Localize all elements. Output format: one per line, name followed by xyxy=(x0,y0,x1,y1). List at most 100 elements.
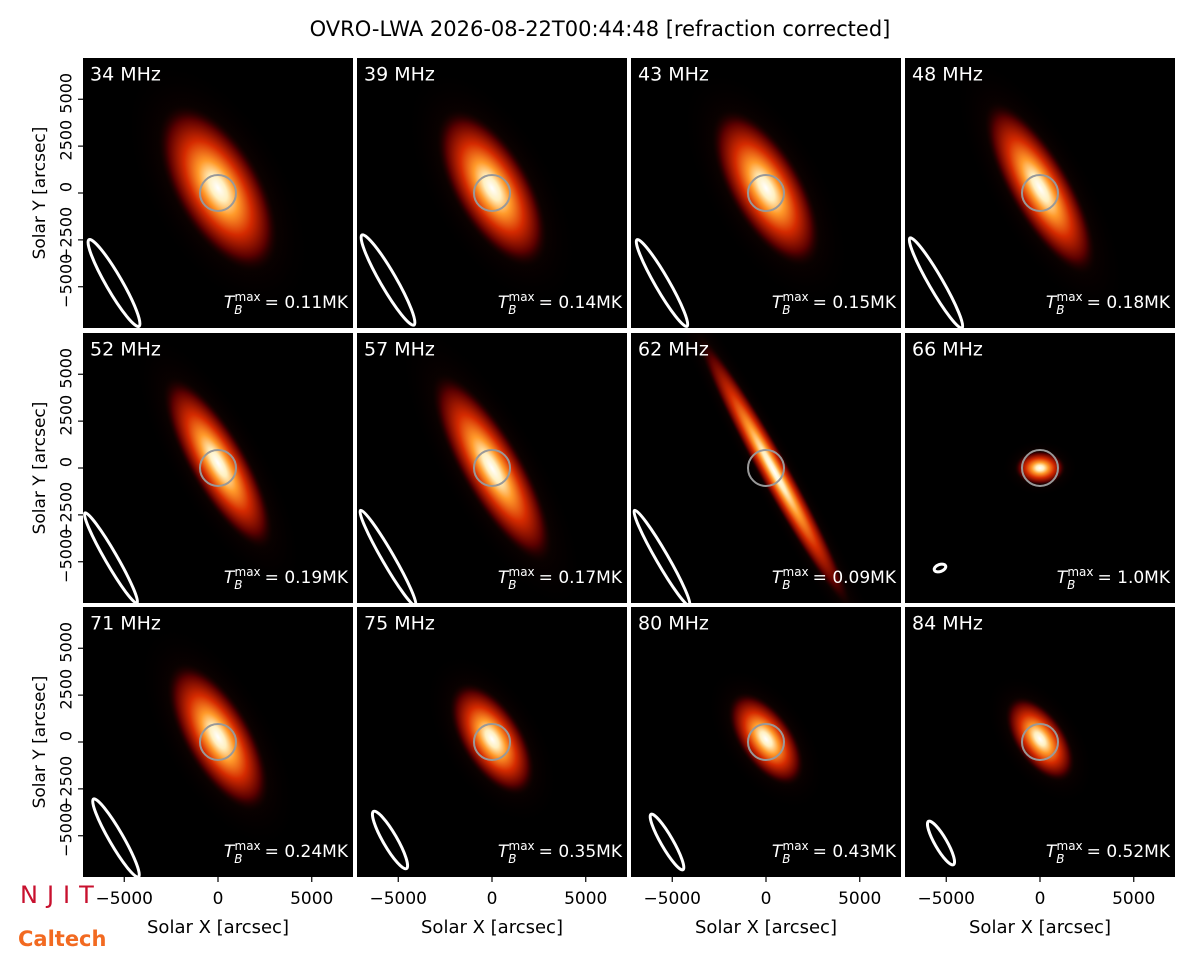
annotation-superscript: max xyxy=(235,839,261,853)
x-tick-label: −5000 xyxy=(369,889,427,909)
panel-title: 52 MHz xyxy=(90,339,161,361)
figure-title: OVRO-LWA 2026-08-22T00:44:48 [refraction… xyxy=(310,17,891,41)
solar-disk xyxy=(473,174,511,212)
emission-blob xyxy=(726,691,806,787)
y-tick-label: 0 xyxy=(57,731,76,741)
annotation-symbol: T xyxy=(224,293,236,313)
y-tick-label: −2500 xyxy=(57,207,76,261)
panel: 80 MHz TBmax = 0.43MK xyxy=(631,607,901,877)
annotation-symbol: T xyxy=(224,842,236,862)
emission-blob xyxy=(710,107,822,269)
annotation: TBmax = 0.15MK xyxy=(772,290,897,317)
panel-image xyxy=(632,333,893,603)
annotation-subscript: B xyxy=(508,303,516,317)
beam xyxy=(634,238,690,328)
x-tick-label: 0 xyxy=(1035,889,1046,909)
x-axis-label: Solar X [arcsec] xyxy=(421,917,563,938)
annotation: TBmax = 0.52MK xyxy=(1046,839,1171,866)
emission-blob xyxy=(156,102,280,274)
solar-disk xyxy=(747,449,785,487)
x-tick-label: −5000 xyxy=(643,889,701,909)
y-tick-label: −2500 xyxy=(57,482,76,536)
annotation-symbol: T xyxy=(1046,293,1058,313)
solar-disk xyxy=(199,449,237,487)
panel-title: 66 MHz xyxy=(912,339,983,361)
panel-image xyxy=(358,333,586,603)
annotation-superscript: max xyxy=(783,565,809,579)
y-tick-label: 0 xyxy=(57,182,76,192)
annotation-text: = 0.17MK xyxy=(539,568,623,588)
annotation: TBmax = 0.19MK xyxy=(224,565,349,592)
x-tick-label: 0 xyxy=(487,889,498,909)
logo-caltech: Caltech xyxy=(18,927,106,951)
annotation-subscript: B xyxy=(1056,852,1064,866)
panel: 57 MHz TBmax = 0.17MK xyxy=(357,333,627,603)
y-axis-label: Solar Y [arcsec] xyxy=(30,676,50,809)
panel-image xyxy=(925,673,1095,867)
annotation: TBmax = 0.09MK xyxy=(772,565,897,592)
annotation-subscript: B xyxy=(782,303,790,317)
annotation-text: = 1.0MK xyxy=(1098,568,1171,588)
annotation-subscript: B xyxy=(1067,578,1075,592)
annotation-symbol: T xyxy=(772,293,784,313)
annotation: TBmax = 0.43MK xyxy=(772,839,897,866)
panel: 75 MHz TBmax = 0.35MK xyxy=(357,607,627,877)
panel-title: 71 MHz xyxy=(90,613,161,635)
x-tick-label: −5000 xyxy=(95,889,153,909)
annotation-superscript: max xyxy=(1067,565,1093,579)
panel-image xyxy=(634,67,852,328)
panel-image xyxy=(648,666,826,872)
x-axis-label: Solar X [arcsec] xyxy=(969,917,1111,938)
x-tick-label: −5000 xyxy=(917,889,975,909)
panel-image xyxy=(86,59,313,328)
annotation-symbol: T xyxy=(1057,568,1069,588)
beam xyxy=(358,508,418,603)
annotation-subscript: B xyxy=(1056,303,1064,317)
annotation-symbol: T xyxy=(498,568,510,588)
y-tick-label: −5000 xyxy=(57,254,76,308)
emission-blob xyxy=(161,375,275,551)
solar-disk xyxy=(199,174,237,212)
annotation: TBmax = 0.11MK xyxy=(224,290,349,317)
annotation-superscript: max xyxy=(783,839,809,853)
panel-title: 39 MHz xyxy=(364,64,435,86)
beam xyxy=(86,238,142,328)
emission-blob xyxy=(1014,450,1066,486)
solar-disk xyxy=(1021,723,1059,761)
annotation: TBmax = 1.0MK xyxy=(1057,565,1171,592)
annotation-text: = 0.15MK xyxy=(813,293,897,313)
solar-disk xyxy=(1021,449,1059,487)
annotation-text: = 0.18MK xyxy=(1087,293,1171,313)
annotation: TBmax = 0.14MK xyxy=(498,290,623,317)
x-tick-label: 5000 xyxy=(290,889,333,909)
panel: 52 MHz TBmax = 0.19MK xyxy=(83,333,353,603)
emission-blob xyxy=(448,681,536,797)
annotation-subscript: B xyxy=(782,852,790,866)
annotation-superscript: max xyxy=(783,290,809,304)
annotation-symbol: T xyxy=(772,568,784,588)
emission-blob xyxy=(695,333,853,603)
annotation: TBmax = 0.24MK xyxy=(224,839,349,866)
y-axis-label: Solar Y [arcsec] xyxy=(30,402,50,535)
panel: 62 MHz TBmax = 0.09MK xyxy=(631,333,901,603)
x-tick-label: 5000 xyxy=(564,889,607,909)
beam xyxy=(359,233,417,327)
panel-title: 80 MHz xyxy=(638,613,709,635)
x-axis-label: Solar X [arcsec] xyxy=(695,917,837,938)
beam xyxy=(91,797,141,877)
beam xyxy=(370,809,410,871)
annotation-text: = 0.11MK xyxy=(265,293,349,313)
solar-disk xyxy=(473,449,511,487)
y-tick-label: −5000 xyxy=(57,803,76,857)
annotation-superscript: max xyxy=(509,290,535,304)
emission-blob xyxy=(1004,695,1076,783)
panel-image xyxy=(359,66,580,327)
beam xyxy=(632,508,692,603)
annotation-symbol: T xyxy=(1046,842,1058,862)
annotation-symbol: T xyxy=(498,842,510,862)
annotation-subscript: B xyxy=(508,852,516,866)
panel-title: 84 MHz xyxy=(912,613,983,635)
panel: 84 MHz TBmax = 0.52MK xyxy=(905,607,1175,877)
annotation-superscript: max xyxy=(235,290,261,304)
